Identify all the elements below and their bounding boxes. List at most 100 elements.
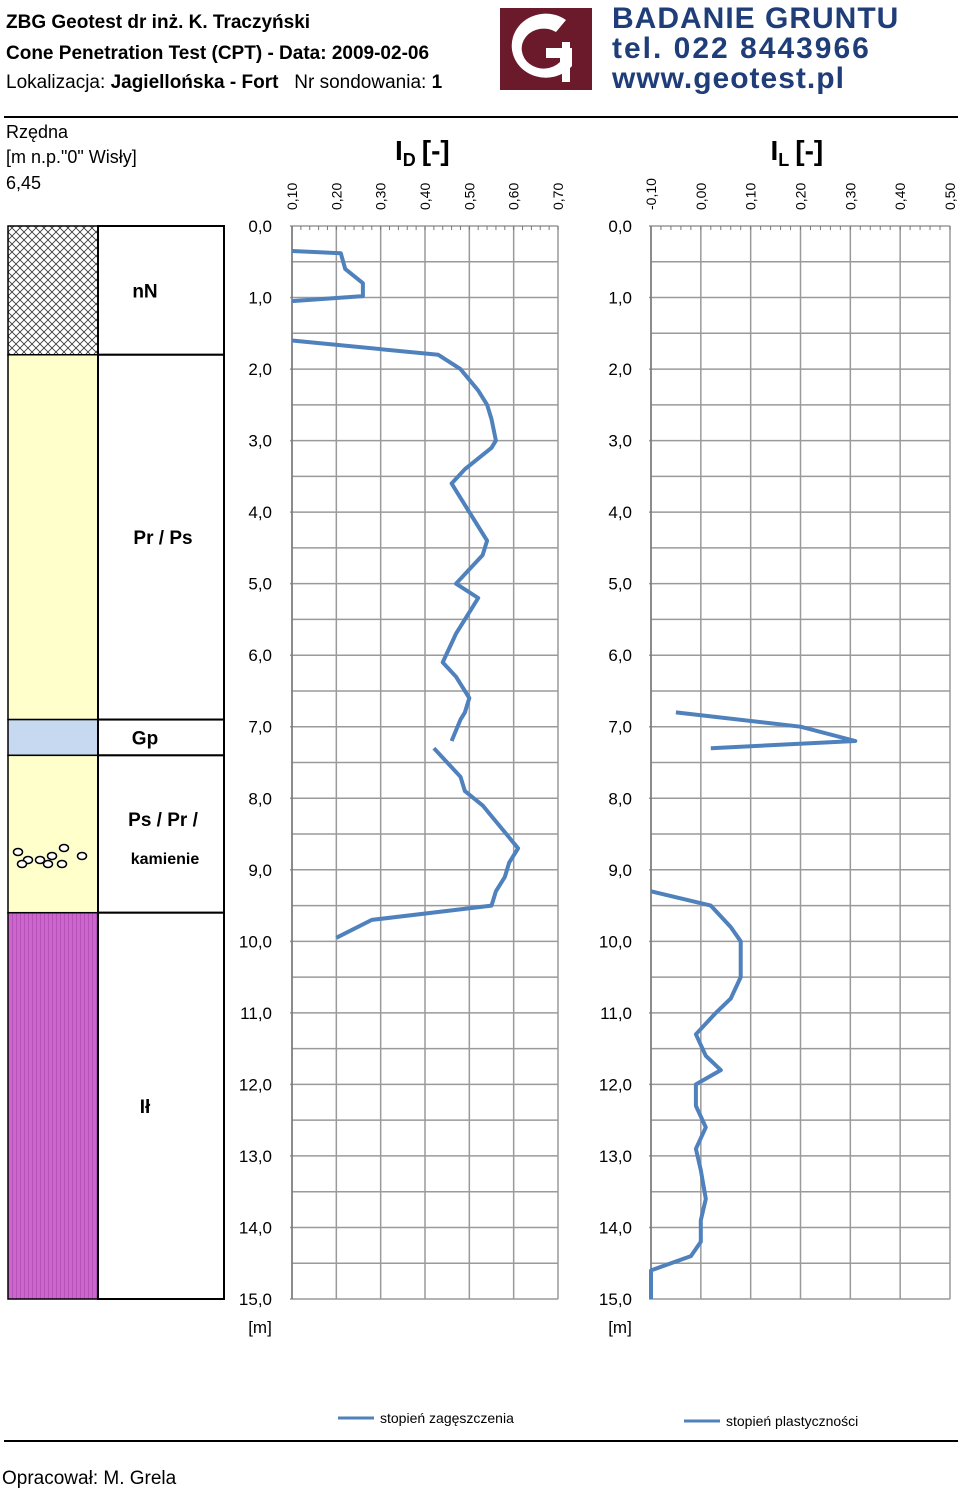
stone-icon xyxy=(42,859,54,869)
y-tick-label: 14,0 xyxy=(599,1218,632,1237)
series-line xyxy=(291,338,498,742)
y-tick-label: 15,0 xyxy=(239,1290,272,1309)
stone-icon xyxy=(16,859,28,869)
layer-cell xyxy=(97,353,225,721)
elevation-unit-label: [m n.p."0" Wisły] xyxy=(6,147,137,167)
layer-label: Ił xyxy=(140,1097,151,1118)
layer-cell xyxy=(97,225,225,356)
stone-icon xyxy=(12,847,24,857)
chart-title: ID [-] xyxy=(395,135,450,170)
y-tick-label: 0,0 xyxy=(608,217,632,236)
y-tick-label: 8,0 xyxy=(248,789,272,808)
company-logo xyxy=(500,8,592,90)
logo-text-service: BADANIE GRUNTU xyxy=(612,2,900,35)
logo-text-phone: tel. 022 8443966 xyxy=(612,32,871,65)
y-tick-label: 3,0 xyxy=(248,432,272,451)
x-tick-label: 0,20 xyxy=(328,183,344,210)
y-tick-label: 2,0 xyxy=(608,360,632,379)
layer-swatch xyxy=(7,225,99,356)
layer-cell xyxy=(97,754,225,914)
probe-label: Nr sondowania: xyxy=(294,72,427,93)
layer-cell xyxy=(97,718,225,757)
y-tick-label: 6,0 xyxy=(248,646,272,665)
layer-swatch xyxy=(7,354,99,721)
y-tick-label: 11,0 xyxy=(600,1004,632,1023)
layer-label: Pr / Ps xyxy=(133,528,192,549)
legend-label: stopień plastyczności xyxy=(726,1413,858,1429)
layer-label: nN xyxy=(132,281,157,302)
y-tick-label: 3,0 xyxy=(608,432,632,451)
location-line: Lokalizacja: Jagiellońska - Fort Nr sond… xyxy=(6,72,442,94)
chart-id: 0,10 0,20 0,30 0,40 0,50 0,60 0,70 0,0 1,0 2,0 3,0… xyxy=(239,135,566,1337)
x-tick-label: 0,40 xyxy=(417,183,433,210)
y-tick-label: 10,0 xyxy=(239,932,272,951)
series-line xyxy=(335,746,521,940)
x-tick-label: 0,50 xyxy=(942,183,958,210)
y-tick-label: 6,0 xyxy=(608,646,632,665)
stone-icon xyxy=(56,859,68,869)
series-line xyxy=(675,710,858,751)
y-tick-label: 9,0 xyxy=(608,861,632,880)
layer-label: Ps / Pr / xyxy=(128,810,198,831)
y-tick-label: 14,0 xyxy=(239,1218,272,1237)
stone-icon xyxy=(76,851,88,861)
x-tick-label: 0,00 xyxy=(693,183,709,210)
y-tick-label: 5,0 xyxy=(608,575,632,594)
y-tick-label: 12,0 xyxy=(599,1075,632,1094)
layer-swatch xyxy=(7,911,99,1300)
stone-icon xyxy=(46,851,58,861)
y-tick-label: 1,0 xyxy=(248,289,272,308)
report-title: ZBG Geotest dr inż. K. Traczyński xyxy=(6,12,311,33)
y-tick-label: 5,0 xyxy=(248,575,272,594)
location-value: Jagiellońska - Fort xyxy=(110,72,279,93)
elevation-value: 6,45 xyxy=(6,173,42,193)
y-tick-label: 4,0 xyxy=(248,503,272,522)
layer-label: Gp xyxy=(132,728,158,749)
elevation-label: Rzędna xyxy=(6,122,69,142)
legend: stopień zagęszczenia stopień plastycznośc… xyxy=(338,1410,858,1429)
soil-layers: nN Pr / Ps Gp Ps / Pr / kamienie Ił xyxy=(7,225,225,1300)
y-tick-label: 7,0 xyxy=(608,718,632,737)
test-title: Cone Penetration Test (CPT) - Data: 2009… xyxy=(6,43,430,64)
x-tick-label: -0,10 xyxy=(643,178,659,210)
legend-label: stopień zagęszczenia xyxy=(380,1410,514,1426)
y-tick-label: 4,0 xyxy=(608,503,632,522)
layer-cell xyxy=(97,911,225,1300)
y-tick-label: 13,0 xyxy=(599,1147,632,1166)
chart-title: IL [-] xyxy=(771,135,824,170)
series-line xyxy=(649,889,743,1299)
x-tick-label: 0,40 xyxy=(892,183,908,210)
header-divider xyxy=(4,116,958,118)
x-tick-label: 0,10 xyxy=(743,183,759,210)
y-tick-label: 7,0 xyxy=(248,718,272,737)
probe-value: 1 xyxy=(431,72,443,93)
y-tick-label: 11,0 xyxy=(240,1004,272,1023)
y-unit-label: [m] xyxy=(608,1318,632,1337)
y-tick-label: 2,0 xyxy=(248,360,272,379)
x-tick-label: 0,50 xyxy=(461,183,477,210)
footer-divider xyxy=(4,1440,958,1442)
x-tick-label: 0,30 xyxy=(842,183,858,210)
x-tick-label: 0,70 xyxy=(550,183,566,210)
series-line xyxy=(291,249,365,304)
chart-il: -0,10 0,00 0,10 0,20 0,30 0,40 0,50 0,0 1,0 2,0 3,… xyxy=(599,135,958,1337)
y-tick-label: 15,0 xyxy=(599,1290,632,1309)
x-tick-label: 0,60 xyxy=(506,183,522,210)
x-tick-label: 0,30 xyxy=(373,183,389,210)
y-tick-label: 12,0 xyxy=(239,1075,272,1094)
stone-icon xyxy=(34,855,46,865)
layer-swatch xyxy=(7,754,99,914)
location-label: Lokalizacja: xyxy=(6,72,106,93)
y-tick-label: 10,0 xyxy=(599,932,632,951)
layer-label-secondary: kamienie xyxy=(131,851,200,868)
x-tick-label: 0,20 xyxy=(793,183,809,210)
y-tick-label: 8,0 xyxy=(608,789,632,808)
layer-swatch xyxy=(7,718,99,757)
y-tick-label: 9,0 xyxy=(248,861,272,880)
y-tick-label: 1,0 xyxy=(608,289,632,308)
y-tick-label: 0,0 xyxy=(248,217,272,236)
y-unit-label: [m] xyxy=(248,1318,272,1337)
stone-icon xyxy=(58,843,70,853)
y-tick-label: 13,0 xyxy=(239,1147,272,1166)
